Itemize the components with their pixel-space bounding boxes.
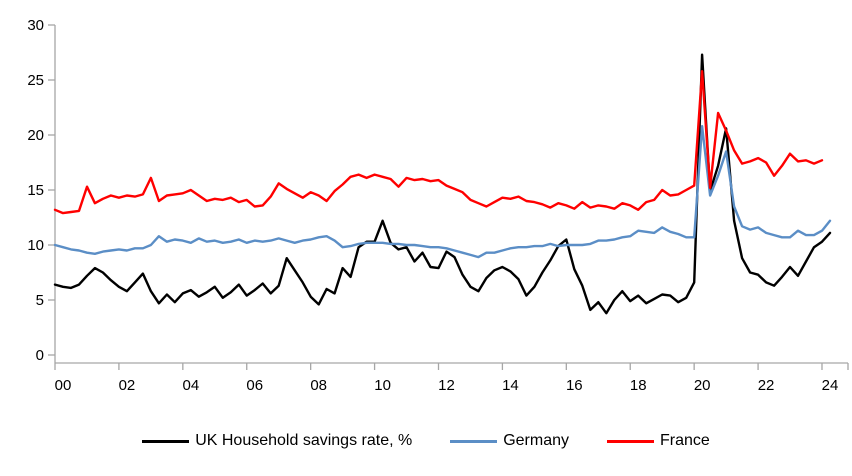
x-axis-tick-label: 24 — [822, 377, 839, 394]
x-axis-tick-label: 14 — [502, 377, 519, 394]
y-axis-tick-label: 15 — [27, 182, 44, 199]
y-axis-tick-label: 0 — [36, 347, 44, 364]
y-axis-tick-label: 10 — [27, 237, 44, 254]
germany-line-swatch — [450, 439, 498, 443]
y-axis-tick-label: 20 — [27, 127, 44, 144]
legend-label-germany: Germany — [503, 432, 569, 449]
uk-line-swatch — [142, 439, 190, 443]
y-axis-tick-label: 25 — [27, 72, 44, 89]
x-axis-tick-label: 16 — [566, 377, 583, 394]
x-axis-tick-label: 18 — [630, 377, 647, 394]
legend-label-france: France — [660, 432, 710, 449]
x-axis-tick-label: 22 — [758, 377, 775, 394]
x-axis-tick-label: 04 — [182, 377, 199, 394]
chart-legend: UK Household savings rate, % Germany Fra… — [0, 426, 852, 456]
y-axis-tick-label: 5 — [36, 292, 44, 309]
legend-label-uk: UK Household savings rate, % — [195, 432, 413, 449]
legend-item-uk: UK Household savings rate, % — [142, 432, 412, 450]
series-line-france — [53, 69, 824, 215]
france-line-swatch — [607, 439, 654, 443]
y-axis-tick-label: 30 — [27, 17, 44, 34]
x-axis-tick-label: 06 — [246, 377, 263, 394]
legend-item-france: France — [607, 432, 710, 450]
x-axis-tick-label: 20 — [694, 377, 711, 394]
series-line-germany — [53, 124, 832, 259]
x-axis-tick-label: 10 — [374, 377, 391, 394]
legend-item-germany: Germany — [450, 432, 569, 450]
x-axis-tick-label: 08 — [310, 377, 327, 394]
x-axis-tick-label: 00 — [55, 377, 72, 394]
x-axis-tick-label: 02 — [119, 377, 136, 394]
x-axis-tick-label: 12 — [438, 377, 455, 394]
